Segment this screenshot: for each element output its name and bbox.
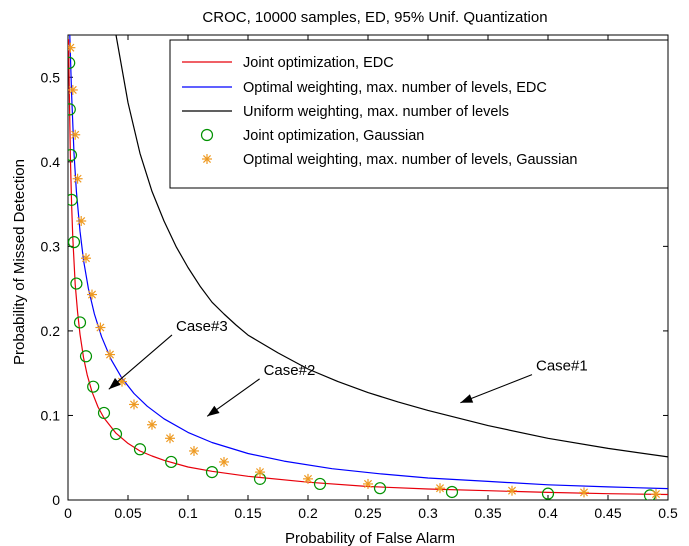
series-4-point: [79, 350, 93, 363]
legend-entry-2: Optimal weighting, max. number of levels…: [182, 80, 547, 96]
series-4-point: [165, 455, 178, 469]
series-5-point: [363, 478, 373, 489]
series-4-point: [68, 103, 76, 116]
series-5-point: [105, 349, 115, 360]
annotation-label: Case#2: [264, 362, 316, 379]
annotation-arrowhead: [460, 394, 474, 403]
series-5-point: [95, 322, 106, 333]
y-tick-label: 0.4: [41, 154, 61, 170]
series-5-point: [579, 487, 589, 498]
series-5-point: [189, 445, 199, 456]
legend-label-1: Joint optimization, EDC: [243, 55, 394, 71]
series-line-2: [69, 35, 668, 490]
series-4-point: [68, 193, 78, 206]
legend-box: [169, 39, 669, 189]
annotation-arrowhead: [108, 378, 121, 390]
legend-entry-3: Uniform weighting, max. number of levels: [182, 104, 509, 120]
legend-swatch-4: [200, 128, 214, 142]
legend-star-marker: [202, 154, 212, 164]
series-4-point: [68, 236, 81, 249]
x-tick-label: 0.05: [114, 505, 141, 521]
series-4-point: [541, 487, 555, 500]
series-4-point: [73, 316, 87, 329]
legend-entry-5: Optimal weighting, max. number of levels…: [202, 152, 577, 168]
y-axis-title: Probability of Missed Detection: [11, 159, 28, 365]
plot-area: 0 0.05 0.1 0.15 0.2 0.25 0.3 0.35 0.4 0.45 0.5 0 0.1…: [41, 34, 678, 521]
series-line-1: [68, 39, 668, 496]
series-5-point: [255, 467, 265, 478]
series-5-point: [129, 399, 139, 410]
x-tick-label: 0.3: [418, 505, 438, 521]
series-5-point: [76, 216, 87, 226]
y-tick-label: 0.1: [41, 407, 61, 423]
y-tick-label: 0.2: [41, 323, 61, 339]
annotation-label: Case#1: [536, 358, 588, 375]
series-5-point: [507, 485, 517, 496]
series-5-point: [70, 129, 81, 140]
x-tick-label: 0.45: [594, 505, 621, 521]
annotation-1: Case#1: [460, 358, 588, 404]
legend-label-5: Optimal weighting, max. number of levels…: [243, 152, 577, 168]
series-4-point: [87, 380, 100, 393]
x-axis-title: Probability of False Alarm: [285, 530, 455, 546]
series-5-point: [303, 473, 313, 484]
series-4-point: [109, 427, 123, 441]
series-5-point: [219, 456, 229, 467]
chart-title: CROC, 10000 samples, ED, 95% Unif. Quant…: [202, 9, 547, 26]
x-tick-label: 0.15: [234, 505, 261, 521]
data-layer: [68, 35, 668, 500]
annotation-label: Case#3: [176, 318, 228, 335]
series-5-point: [72, 173, 83, 184]
annotation-arrow-line: [108, 334, 173, 390]
y-tick-label: 0.3: [41, 238, 61, 254]
series-4-point: [205, 466, 219, 479]
series-5-point: [87, 289, 97, 300]
annotation-2: Case#2: [206, 362, 316, 417]
legend: Joint optimization, EDC Optimal weightin…: [169, 39, 669, 189]
series-5-point: [147, 419, 157, 430]
x-tick-label: 0.4: [538, 505, 558, 521]
series-5-point: [81, 253, 91, 264]
legend-swatch-5: [202, 154, 212, 164]
series-4-point: [133, 443, 147, 456]
series-5-point: [165, 433, 175, 444]
legend-label-3: Uniform weighting, max. number of levels: [243, 104, 509, 120]
series-line-3: [115, 35, 668, 458]
series-4-point: [68, 56, 76, 69]
legend-entry-1: Joint optimization, EDC: [182, 55, 394, 71]
x-tick-label: 0: [64, 505, 72, 521]
series-4-point: [68, 148, 78, 162]
series-4-point: [313, 477, 327, 491]
series-5-point: [68, 84, 78, 95]
x-tick-label: 0.35: [474, 505, 501, 521]
annotation-arrowhead: [207, 405, 220, 417]
series-5-point: [651, 489, 661, 500]
series-4-point: [445, 485, 459, 499]
x-tick-label: 0.1: [178, 505, 198, 521]
series-5-point: [68, 42, 76, 53]
x-tick-label: 0.25: [354, 505, 381, 521]
series-4-point: [70, 277, 83, 290]
legend-label-2: Optimal weighting, max. number of levels…: [243, 80, 547, 96]
legend-label-4: Joint optimization, Gaussian: [243, 128, 424, 144]
series-4-point: [373, 482, 387, 495]
annotation-3: Case#3: [108, 318, 228, 390]
y-tick-label: 0: [52, 492, 60, 508]
series-4-point: [97, 406, 111, 420]
annotation-arrow-line: [460, 374, 533, 404]
x-tick-label: 0.2: [298, 505, 318, 521]
x-tick-label: 0.5: [658, 505, 678, 521]
y-tick-label: 0.5: [41, 69, 61, 85]
legend-entry-4: Joint optimization, Gaussian: [200, 128, 424, 144]
series-5-point: [435, 483, 445, 494]
